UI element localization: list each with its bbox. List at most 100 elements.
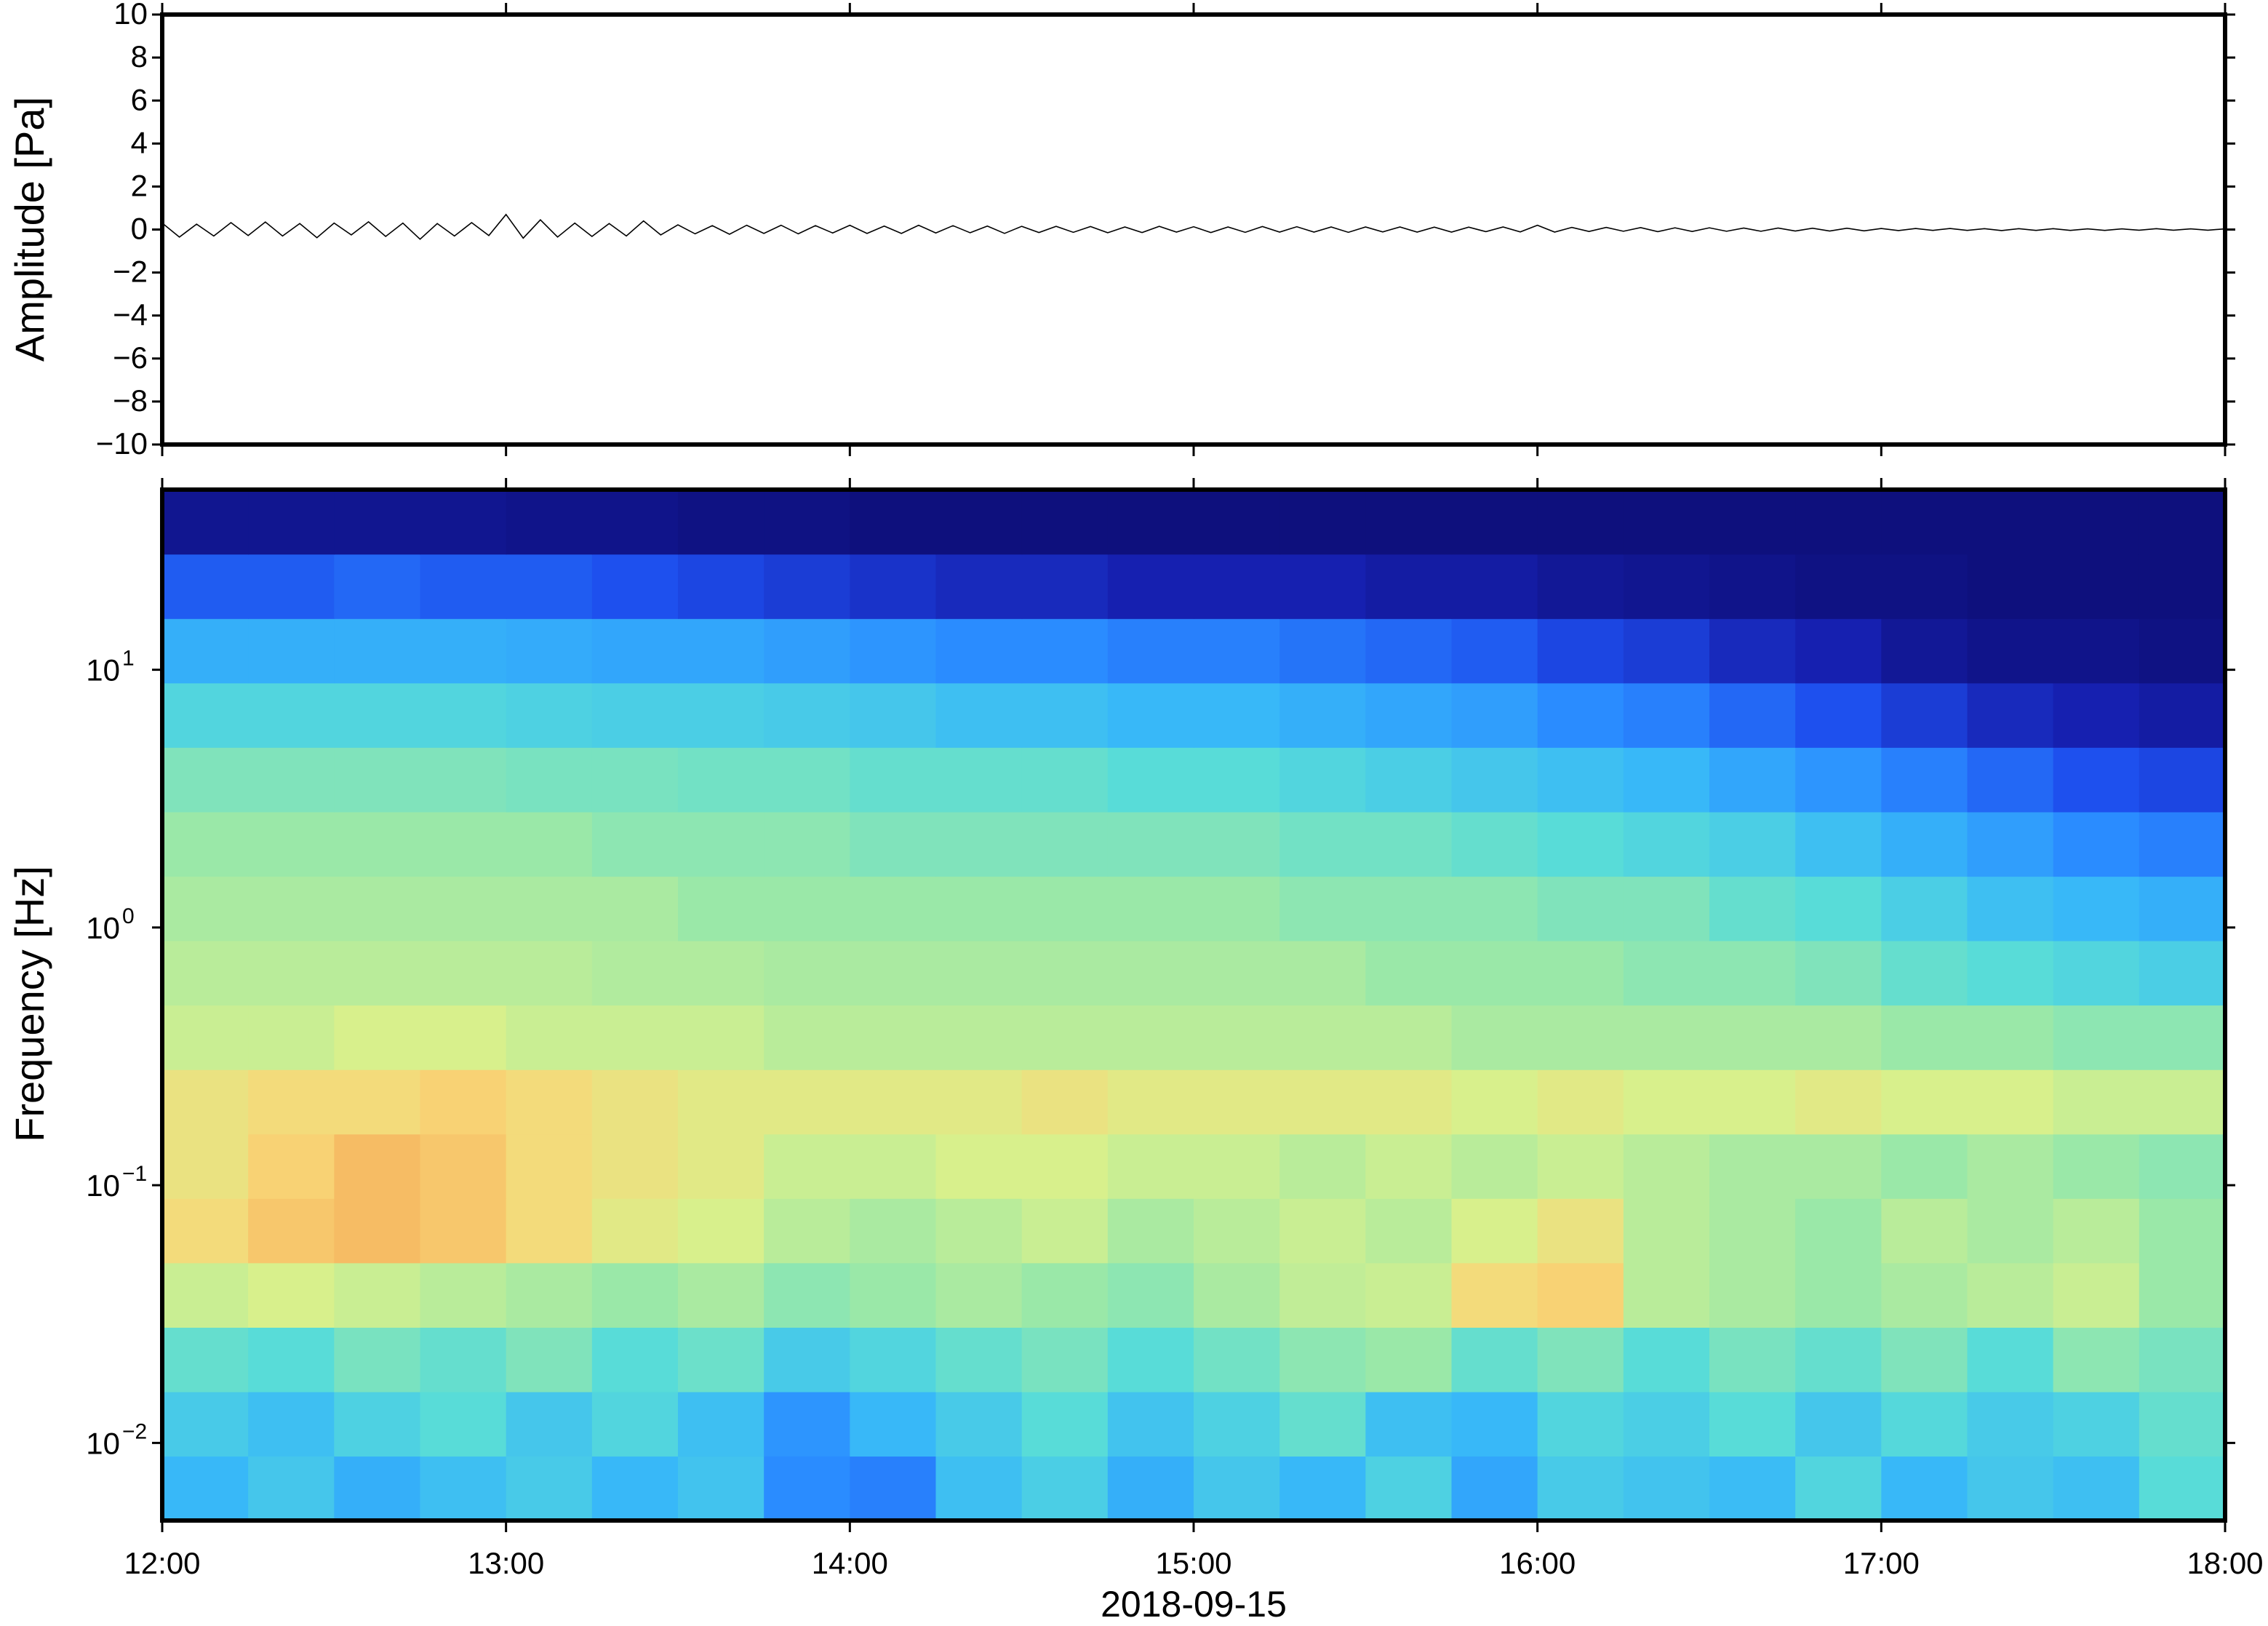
y-tick-label: −10 [96, 426, 148, 461]
y-tick-label: −8 [113, 383, 148, 418]
spectrogram-cell [1537, 1456, 1624, 1521]
spectrogram-cell [1795, 554, 1882, 619]
spectrogram-cell [1194, 811, 1280, 877]
spectrogram-cell [591, 554, 679, 619]
spectrogram-cell [678, 1005, 764, 1070]
spectrogram-cell [678, 940, 764, 1006]
spectrogram-cell [1795, 876, 1882, 941]
spectrogram-cell [764, 1456, 850, 1521]
spectrogram-cell [1021, 618, 1109, 684]
spectrogram-cell [420, 1005, 507, 1070]
spectrogram-cell [162, 1327, 249, 1392]
spectrogram-cell [1365, 876, 1453, 941]
spectrogram-cell [1967, 1133, 2054, 1199]
spectrogram-cell [1881, 618, 1968, 684]
spectrogram-cell [1881, 747, 1968, 813]
spectrogram-cell [1967, 1262, 2054, 1328]
spectrogram-cell [1107, 618, 1194, 684]
spectrogram-cell [1881, 1198, 1968, 1264]
x-tick-label: 14:00 [812, 1546, 888, 1580]
spectrogram-cell [1365, 1327, 1453, 1392]
spectrogram-cell [1279, 1391, 1366, 1457]
spectrogram-cell [1881, 876, 1968, 941]
spectrogram-cell [1107, 1069, 1194, 1135]
spectrogram-cell [935, 811, 1023, 877]
spectrogram-cell [1107, 490, 1194, 555]
spectrogram-cell [764, 1133, 850, 1199]
spectrogram-cell [1795, 1456, 1882, 1521]
spectrogram-cell [850, 490, 937, 555]
spectrogram-cell [1194, 1005, 1280, 1070]
spectrogram-cell [1795, 490, 1882, 555]
spectrogram-cell [1021, 1327, 1109, 1392]
spectrogram-cell [420, 1456, 507, 1521]
spectrogram-cell [162, 876, 249, 941]
spectrogram-cell [2053, 1005, 2140, 1070]
spectrogram-cell [1107, 682, 1194, 748]
spectrogram-cell [2139, 1327, 2226, 1392]
spectrogram-cell [591, 747, 679, 813]
spectrogram-cell [334, 811, 421, 877]
spectrogram-cell [1709, 1005, 1796, 1070]
spectrogram-cell [591, 876, 679, 941]
spectrogram-cell [1107, 940, 1194, 1006]
spectrogram-cell [420, 1133, 507, 1199]
y-tick-exponent: −1 [122, 1162, 147, 1186]
spectrogram-cell [1451, 1262, 1538, 1328]
spectrogram-cell [1881, 1133, 1968, 1199]
spectrogram-cell [1881, 940, 1968, 1006]
spectrogram-cell [935, 940, 1023, 1006]
spectrogram-cell [764, 1069, 850, 1135]
spectrogram-cell [162, 747, 249, 813]
spectrogram-cell [1709, 682, 1796, 748]
spectrogram-cell [678, 490, 764, 555]
spectrogram-cell [1107, 1133, 1194, 1199]
spectrogram-cell [1451, 940, 1538, 1006]
spectrogram-cell [1451, 1133, 1538, 1199]
spectrogram-cell [1537, 618, 1624, 684]
spectrogram-cell [248, 554, 335, 619]
spectrogram-cell [1279, 554, 1366, 619]
spectrogram-cell [248, 1133, 335, 1199]
spectrogram-cell [334, 940, 421, 1006]
spectrogram-cell [420, 1327, 507, 1392]
spectrogram-cell [2139, 490, 2226, 555]
y-tick-exponent: 0 [122, 904, 135, 928]
spectrogram-cell [1365, 1456, 1453, 1521]
spectrogram-cell [2139, 876, 2226, 941]
spectrogram-cell [420, 876, 507, 941]
spectrogram-cell [1021, 1391, 1109, 1457]
spectrogram-cell [764, 747, 850, 813]
spectrogram-cell [1795, 1005, 1882, 1070]
spectrogram-cell [2139, 682, 2226, 748]
spectrogram-cell [1967, 682, 2054, 748]
spectrogram-cell [1537, 747, 1624, 813]
spectrogram-cell [935, 1133, 1023, 1199]
x-axis-label: 2018-09-15 [1101, 1584, 1287, 1622]
y-tick-label: 10 [113, 0, 148, 31]
spectrogram-cell [1107, 876, 1194, 941]
spectrogram-cell [248, 876, 335, 941]
spectrogram-cell [1709, 940, 1796, 1006]
spectrogram-cell [1365, 811, 1453, 877]
spectrogram-cell [2053, 876, 2140, 941]
spectrogram-cell [1623, 811, 1710, 877]
x-tick-label: 15:00 [1155, 1546, 1231, 1580]
y-tick-label: 10 [86, 911, 120, 945]
spectrogram-cell [1795, 1391, 1882, 1457]
spectrogram-cell [1279, 1069, 1366, 1135]
spectrogram-cell [1107, 747, 1194, 813]
spectrogram-cell [162, 1005, 249, 1070]
spectrogram-cell [334, 1133, 421, 1199]
spectrogram-cell [1451, 811, 1538, 877]
spectrogram-cell [1537, 1005, 1624, 1070]
spectrogram-cell [2139, 1069, 2226, 1135]
spectrogram-cell [2139, 1198, 2226, 1264]
spectrogram-cell [764, 940, 850, 1006]
spectrogram-cell [1279, 1005, 1366, 1070]
spectrogram-cell [420, 554, 507, 619]
spectrogram-cell [162, 554, 249, 619]
spectrogram-cell [1623, 554, 1710, 619]
spectrogram-cell [591, 490, 679, 555]
